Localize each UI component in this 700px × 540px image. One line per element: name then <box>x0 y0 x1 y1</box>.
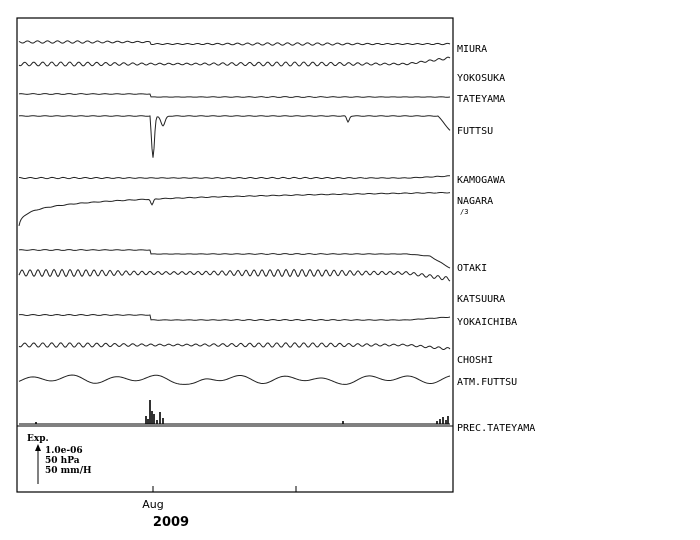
station-note-nagara: /3 <box>460 208 468 216</box>
station-label-yokaichiba: YOKAICHIBA <box>457 317 517 328</box>
trace-yokaichiba <box>18 313 451 322</box>
plot-frame <box>16 17 454 493</box>
trace-otaki <box>18 249 451 269</box>
trace-miura <box>18 40 451 46</box>
trace-futtsu <box>18 115 451 158</box>
trace-kamogawa <box>18 175 451 180</box>
trace-tateyama <box>18 93 451 98</box>
trace-nagara <box>18 191 451 226</box>
scale-line-strain: 1.0e-06 <box>45 446 83 456</box>
station-label-otaki: OTAKI <box>457 263 487 274</box>
station-label-yokosuka: YOKOSUKA <box>457 73 505 84</box>
trace-katsuura <box>18 268 451 282</box>
trace-yokosuka <box>18 56 451 67</box>
x-year-label: 2009 <box>153 515 189 530</box>
scale-line-pressure: 50 hPa <box>45 456 80 466</box>
x-tick-label-aug: Aug <box>142 498 163 511</box>
station-label-futtsu: FUTTSU <box>457 126 493 137</box>
scale-arrow-head <box>35 444 41 451</box>
station-label-tateyama: TATEYAMA <box>457 94 505 105</box>
station-label-group: MIURA YOKOSUKA TATEYAMA FUTTSU KAMOGAWA NAGAR… <box>457 44 535 434</box>
station-label-katsuura: KATSUURA <box>457 294 505 305</box>
trace-choshi <box>18 342 451 351</box>
station-label-nagara: NAGARA <box>457 196 493 207</box>
scale-box-title: Exp. <box>27 434 49 444</box>
station-label-prec-tateyama: PREC.TATEYAMA <box>457 423 535 434</box>
trace-group <box>18 40 451 425</box>
station-label-atm-futtsu: ATM.FUTTSU <box>457 377 517 388</box>
station-label-miura: MIURA <box>457 44 487 55</box>
trace-atm-futtsu <box>18 374 451 385</box>
station-label-choshi: CHOSHI <box>457 355 493 366</box>
station-label-kamogawa: KAMOGAWA <box>457 175 505 186</box>
scale-line-precip: 50 mm/H <box>45 466 92 476</box>
